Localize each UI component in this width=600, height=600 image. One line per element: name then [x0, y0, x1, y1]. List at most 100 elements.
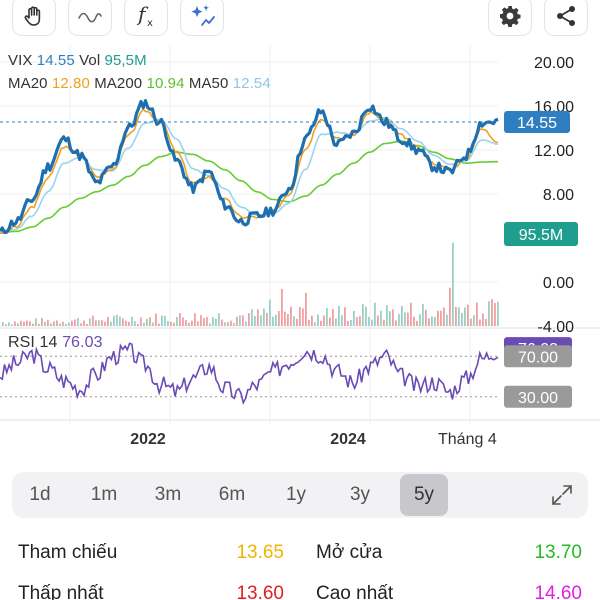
- volume-bar: [485, 318, 487, 326]
- x-axis-label: 2024: [330, 431, 366, 448]
- volume-bar: [248, 313, 250, 326]
- volume-bar: [80, 323, 82, 326]
- volume-bar: [11, 324, 13, 326]
- low-label: Thấp nhất: [18, 583, 104, 600]
- volume-bar: [428, 318, 430, 326]
- volume-bar: [254, 316, 256, 326]
- volume-bar: [272, 316, 274, 326]
- volume-bar: [29, 321, 31, 326]
- volume-bar: [2, 322, 4, 326]
- current-price-badge: [504, 110, 570, 133]
- rsi-badge-text: 30.00: [518, 390, 558, 407]
- volume-bar: [296, 318, 298, 326]
- legend-ma50-label: MA50: [188, 75, 229, 92]
- legend-price: 14.55: [36, 52, 75, 69]
- volume-bar: [449, 287, 451, 326]
- volume-bar: [152, 322, 154, 326]
- volume-bar: [17, 323, 19, 326]
- volume-bar: [44, 321, 46, 326]
- volume-bar: [320, 320, 322, 326]
- volume-bar: [74, 319, 76, 326]
- volume-badge-text: 95.5M: [519, 227, 563, 244]
- volume-bar: [419, 314, 421, 326]
- legend-ma50-value: 12.54: [232, 75, 271, 92]
- price-tick-label: 12.00: [534, 143, 574, 160]
- volume-bar: [437, 310, 439, 326]
- volume-bar: [455, 306, 457, 326]
- volume-bar: [443, 307, 445, 326]
- volume-bar: [50, 323, 52, 326]
- rsi-badge-text: 70.00: [518, 349, 558, 366]
- volume-bar: [233, 322, 235, 326]
- volume-bar: [23, 321, 25, 326]
- volume-bar: [155, 313, 157, 326]
- chart-grid: [0, 44, 498, 424]
- price-tick-label: 20.00: [534, 55, 574, 72]
- legend-vol-label: Vol: [79, 52, 101, 69]
- volume-bar: [497, 301, 499, 326]
- legend-ma20-label: MA20: [8, 75, 48, 92]
- volume-bar: [83, 320, 85, 326]
- volume-bar: [224, 322, 226, 326]
- volume-bar: [356, 317, 358, 326]
- price-tick-label: 0.00: [543, 275, 574, 292]
- volume-bar: [269, 299, 271, 326]
- share-button[interactable]: [544, 0, 588, 36]
- volume-bar: [395, 320, 397, 326]
- volume-bar: [383, 319, 385, 326]
- volume-bar: [284, 311, 286, 326]
- volume-bar: [422, 303, 424, 326]
- volume-bar: [398, 314, 400, 326]
- volume-bar: [425, 309, 427, 326]
- wave-icon: [78, 12, 102, 23]
- volume-bar: [71, 320, 73, 326]
- volume-bar: [125, 320, 127, 326]
- timeframe-3y[interactable]: 3y: [349, 484, 371, 505]
- sparkle-icon: [191, 5, 215, 26]
- volume-bar: [386, 305, 388, 326]
- settings-button[interactable]: [488, 0, 532, 36]
- rsi-badge: [504, 385, 572, 408]
- legend-rsi-value: 76.03: [62, 334, 103, 351]
- volume-bar: [134, 321, 136, 326]
- time-axis: 2022 2024 Tháng 4: [0, 419, 600, 448]
- timeframe-3m[interactable]: 3m: [154, 484, 182, 505]
- volume-bar: [98, 320, 100, 326]
- volume-bar: [140, 317, 142, 326]
- volume-bar: [215, 318, 217, 326]
- draw-line-button[interactable]: [68, 0, 112, 36]
- expand-icon[interactable]: [550, 483, 574, 507]
- volume-bar: [68, 322, 70, 326]
- timeframe-1y[interactable]: 1y: [285, 484, 307, 505]
- timeframe-5y[interactable]: 5y: [400, 474, 448, 516]
- volume-bar: [206, 317, 208, 326]
- timeframe-1d[interactable]: 1d: [29, 484, 51, 505]
- volume-bar: [275, 314, 277, 326]
- rsi-badge: [504, 345, 572, 368]
- ai-analysis-button[interactable]: [180, 0, 224, 36]
- volume-bar: [245, 321, 247, 326]
- volume-bar: [281, 288, 283, 326]
- volume-bar: [164, 315, 166, 326]
- volume-bar: [47, 319, 49, 326]
- volume-bar: [236, 316, 238, 326]
- volume-bar: [440, 310, 442, 326]
- volume-bar: [200, 315, 202, 326]
- volume-bar: [341, 315, 343, 326]
- volume-bar: [413, 316, 415, 326]
- volume-bar: [380, 310, 382, 326]
- timeframe-6m[interactable]: 6m: [218, 484, 246, 505]
- volume-bar: [377, 315, 379, 326]
- volume-bar: [446, 314, 448, 326]
- hand-tool-button[interactable]: [12, 0, 56, 36]
- volume-bar: [203, 318, 205, 326]
- volume-bar: [143, 322, 145, 326]
- volume-bar: [392, 309, 394, 326]
- volume-bar: [227, 322, 229, 326]
- legend-symbol: VIX: [8, 52, 33, 69]
- volume-bar: [494, 302, 496, 326]
- timeframe-1m[interactable]: 1m: [90, 484, 118, 505]
